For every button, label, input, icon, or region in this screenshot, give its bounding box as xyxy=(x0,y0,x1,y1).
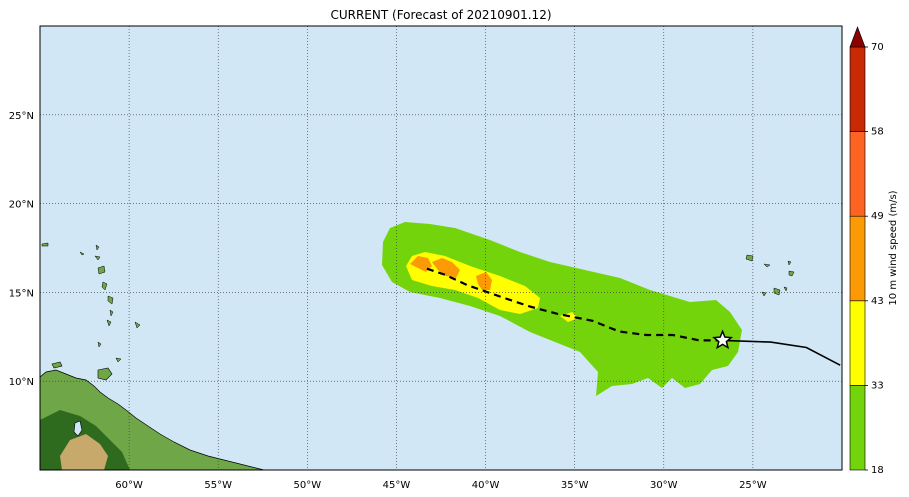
colorbar-tick-label: 18 xyxy=(871,465,884,476)
colorbar-tick-label: 49 xyxy=(871,211,884,222)
colorbar-label: 10 m wind speed (m/s) xyxy=(888,190,899,305)
lake-maracaibo xyxy=(73,420,83,437)
island xyxy=(109,309,114,317)
island xyxy=(788,270,795,277)
wind-swath-43-49 xyxy=(432,258,460,278)
colorbar-tick-label: 58 xyxy=(871,127,884,138)
colorbar-segment xyxy=(849,300,866,386)
lon-tick-label: 35°W xyxy=(561,480,589,491)
trinidad-island xyxy=(97,367,113,381)
lon-tick-label: 50°W xyxy=(294,480,322,491)
colorbar-tick-label: 33 xyxy=(871,380,884,391)
forecast-track-line xyxy=(422,266,723,342)
island xyxy=(107,295,114,305)
colorbar-extend-arrow-icon xyxy=(849,26,866,48)
colorbar-segment xyxy=(849,215,866,302)
colorbar-segment xyxy=(849,46,866,132)
island xyxy=(787,260,792,266)
lat-tick-label: 20°N xyxy=(9,200,34,211)
island xyxy=(763,263,771,268)
guiana-highlands xyxy=(60,434,108,470)
island xyxy=(745,254,754,262)
colorbar-segment xyxy=(849,385,866,471)
island xyxy=(97,265,106,275)
wind-swath-43-49 xyxy=(476,272,492,290)
lon-tick-label: 25°W xyxy=(739,480,767,491)
lon-tick-label: 40°W xyxy=(472,480,500,491)
colorbar-tick-label: 43 xyxy=(871,296,884,307)
island xyxy=(783,286,788,292)
map-title: CURRENT (Forecast of 20210901.12) xyxy=(330,8,552,22)
lon-tick-label: 45°W xyxy=(383,480,411,491)
island xyxy=(79,251,85,256)
land-masses xyxy=(40,242,795,470)
lon-tick-label: 60°W xyxy=(115,480,143,491)
island xyxy=(106,319,112,327)
longitude-tick-labels: 60°W 55°W 50°W 45°W 40°W 35°W 30°W 25°W xyxy=(115,480,767,491)
wind-speed-colorbar: 18 33 43 49 58 70 xyxy=(849,26,884,476)
graticule xyxy=(40,26,842,470)
colorbar-tick-label: 70 xyxy=(871,42,884,53)
lat-tick-label: 15°N xyxy=(9,288,34,299)
lon-tick-label: 55°W xyxy=(204,480,232,491)
island xyxy=(94,255,101,261)
island xyxy=(101,281,108,291)
latitude-tick-labels: 10°N 15°N 20°N 25°N xyxy=(9,111,34,388)
storm-position-star-icon xyxy=(712,329,734,350)
lat-tick-label: 10°N xyxy=(9,377,34,388)
island xyxy=(773,287,781,296)
wind-swath-18-33 xyxy=(382,222,742,396)
island xyxy=(95,244,100,251)
island xyxy=(97,341,102,348)
colorbar-segment xyxy=(849,131,866,217)
island xyxy=(134,321,141,329)
lat-tick-label: 25°N xyxy=(9,111,34,122)
lon-tick-label: 30°W xyxy=(650,480,678,491)
island xyxy=(51,361,63,369)
island xyxy=(115,357,122,363)
map-frame xyxy=(39,25,843,471)
past-track-line xyxy=(722,339,841,366)
island xyxy=(41,242,49,247)
wind-swath-43-49 xyxy=(410,256,432,272)
